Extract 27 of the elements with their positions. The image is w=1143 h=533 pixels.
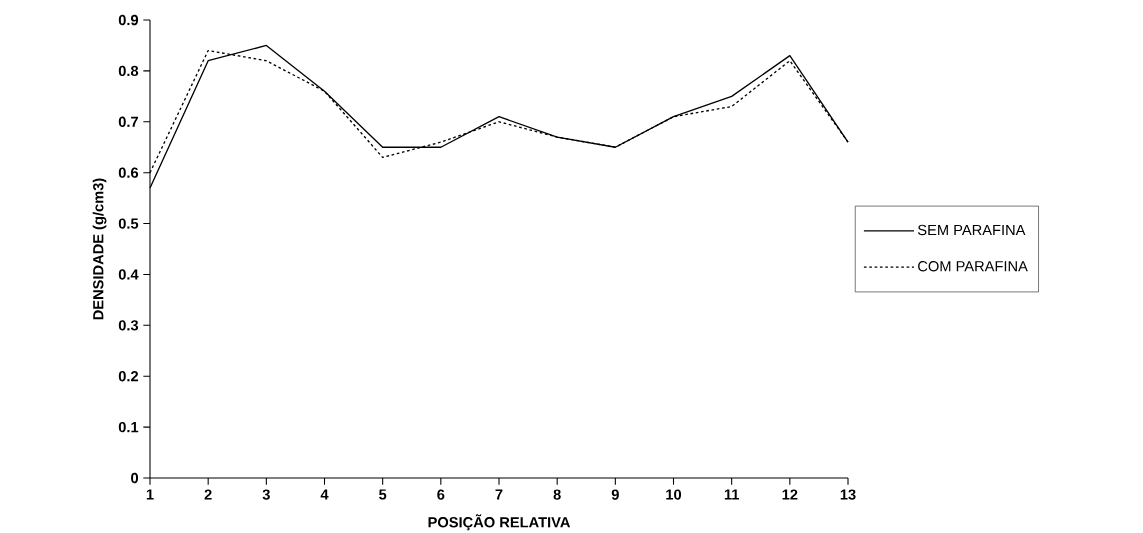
x-tick-label: 12 — [782, 489, 798, 500]
legend-label: SEM PARAFINA — [917, 224, 1026, 236]
x-tick-label: 6 — [437, 489, 445, 500]
y-tick-label: 0.5 — [118, 218, 139, 229]
x-tick-label: 9 — [611, 489, 619, 500]
y-tick-label: 0.4 — [118, 269, 139, 280]
x-tick-label: 4 — [320, 489, 329, 500]
x-axis-title: POSIÇÃO RELATIVA — [428, 514, 571, 531]
y-tick-label: 0.7 — [118, 116, 138, 127]
x-tick-label: 3 — [262, 489, 270, 500]
x-tick-label: 5 — [379, 489, 387, 500]
x-tick-label: 13 — [840, 489, 856, 500]
y-tick-label: 0.9 — [118, 14, 139, 26]
legend-label: COM PARAFINA — [918, 261, 1028, 272]
x-tick-label: 10 — [666, 489, 682, 500]
y-tick-label: 0.2 — [118, 371, 139, 382]
y-tick-label: 0.3 — [118, 320, 139, 331]
y-tick-label: 0.1 — [118, 421, 139, 433]
x-tick-label: 1 — [146, 489, 154, 500]
y-axis-title: DENSIDADE (g/cm3) — [92, 178, 107, 320]
y-tick-label: 0.8 — [118, 65, 139, 77]
y-tick-label: 0 — [131, 472, 139, 484]
x-tick-label: 8 — [553, 489, 561, 500]
x-tick-label: 11 — [724, 489, 739, 500]
x-tick-label: 2 — [204, 489, 212, 500]
x-tick-label: 7 — [495, 489, 503, 500]
y-tick-label: 0.6 — [118, 167, 139, 178]
